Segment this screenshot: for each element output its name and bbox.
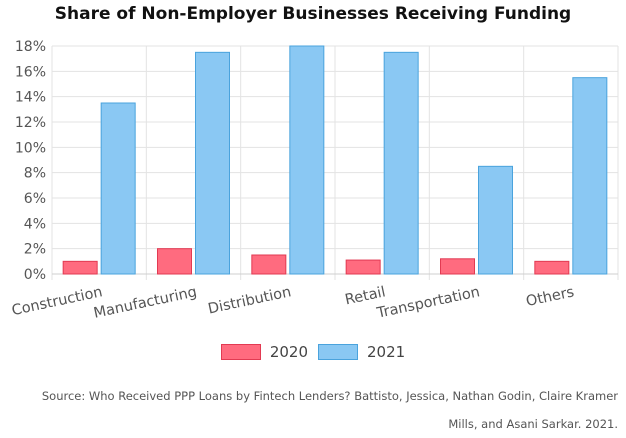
bar-chart: 0% 2% 4% 6% 8% 10% 12% 14% 16% 18% ConstructionMan… <box>10 39 619 322</box>
y-tick-label: 8% <box>24 166 46 182</box>
legend-item-2020[interactable]: 2020 <box>220 343 308 361</box>
grid-layer <box>51 45 619 280</box>
bar-2021-others[interactable] <box>572 77 608 275</box>
legend: 2020 2021 <box>0 343 626 361</box>
bar-2021-transportation[interactable] <box>478 165 513 275</box>
bar-2021-manufacturing[interactable] <box>195 51 230 275</box>
y-tick-label: 12% <box>15 115 46 131</box>
y-tick-label: 2% <box>24 242 46 258</box>
chart-title: Share of Non-Employer Businesses Receivi… <box>54 4 572 24</box>
bar-2020-manufacturing[interactable] <box>157 248 192 275</box>
legend-swatch-2020 <box>220 344 261 360</box>
bar-2020-construction[interactable] <box>62 260 98 275</box>
y-tick-label: 10% <box>15 140 46 156</box>
x-tick-label: Distribution <box>207 284 293 317</box>
source-note: Source: Who Received PPP Loans by Fintec… <box>41 389 618 431</box>
bar-2020-others[interactable] <box>534 260 570 275</box>
x-tick-label: Transportation <box>375 284 482 322</box>
y-tick-label: 14% <box>15 90 46 106</box>
bar-layer <box>62 45 608 275</box>
bar-2021-construction[interactable] <box>100 102 136 275</box>
y-tick-label: 16% <box>15 64 46 80</box>
bar-2021-distribution[interactable] <box>289 45 325 275</box>
legend-label-2021: 2021 <box>367 343 406 361</box>
y-tick-label: 4% <box>24 216 46 232</box>
bar-2021-retail[interactable] <box>383 51 419 275</box>
y-tick-label: 18% <box>15 39 46 55</box>
x-tick-label: Others <box>525 284 576 310</box>
bar-2020-retail[interactable] <box>345 259 381 275</box>
legend-swatch-2021 <box>318 344 358 360</box>
legend-item-2021[interactable]: 2021 <box>318 343 405 361</box>
y-tick-label: 6% <box>24 191 46 207</box>
x-tick-label: Construction <box>10 284 104 319</box>
x-tick-label: Manufacturing <box>92 284 198 321</box>
legend-label-2020: 2020 <box>269 343 308 361</box>
bar-2020-distribution[interactable] <box>251 254 287 275</box>
bar-2020-transportation[interactable] <box>440 258 475 275</box>
y-tick-label: 0% <box>24 267 46 283</box>
